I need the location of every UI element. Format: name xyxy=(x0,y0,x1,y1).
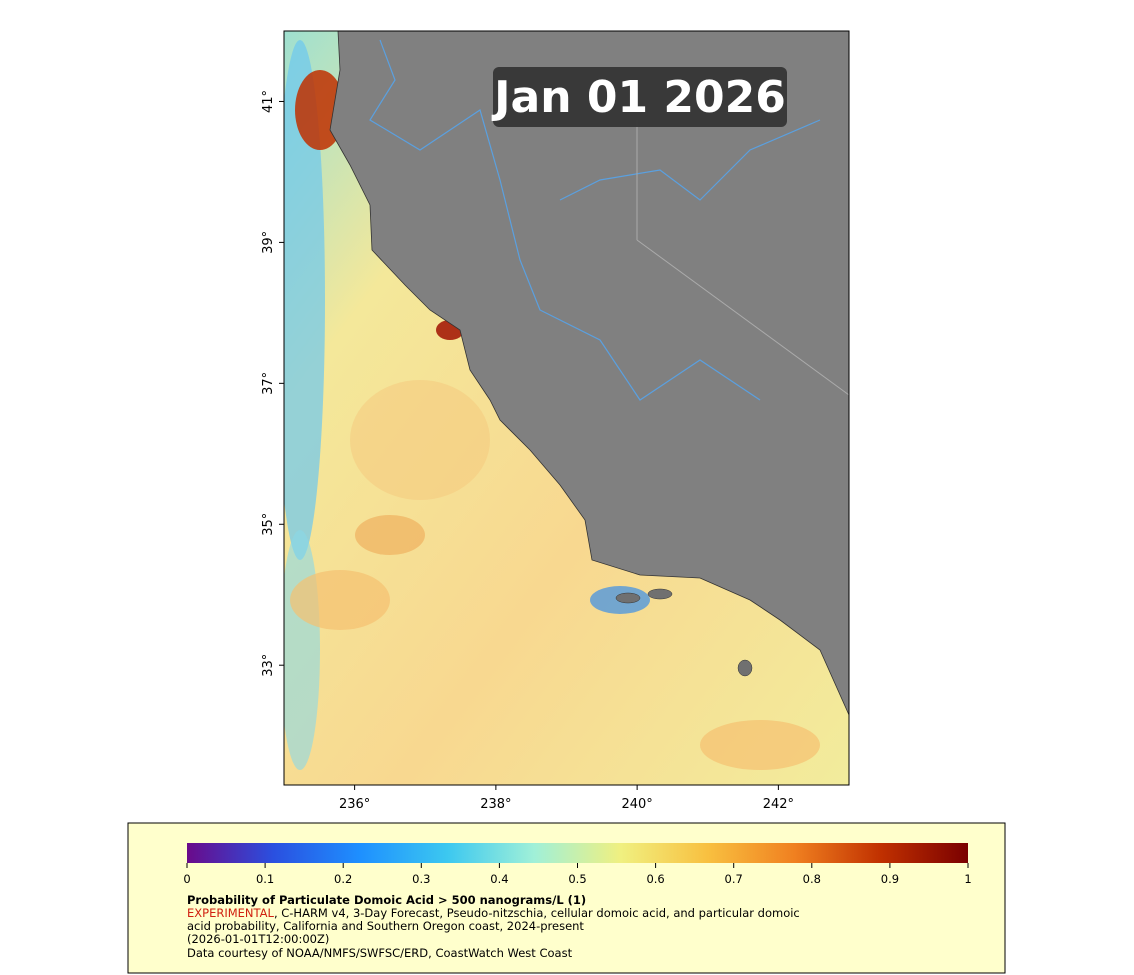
colorbar-tick-label: 0.1 xyxy=(256,872,274,886)
ocean-feature xyxy=(700,720,820,770)
colorbar-tick-label: 0.3 xyxy=(412,872,430,886)
land xyxy=(329,31,849,716)
colorbar-tick-label: 0.4 xyxy=(490,872,508,886)
island xyxy=(615,592,641,604)
river xyxy=(369,39,761,401)
lat-tick-label: 35° xyxy=(261,513,276,536)
ocean-feature xyxy=(284,530,320,770)
ocean-feature xyxy=(284,40,325,560)
map-area xyxy=(284,31,849,785)
lon-tick-label: 242° xyxy=(763,797,794,812)
date-label: Jan 01 2026 xyxy=(491,72,786,123)
state-border xyxy=(636,239,849,396)
lat-tick-label: 39° xyxy=(261,231,276,254)
river xyxy=(559,119,821,201)
legend-credit: Data courtesy of NOAA/NMFS/SWFSC/ERD, Co… xyxy=(187,946,573,960)
colorbar-tick-label: 0.6 xyxy=(646,872,664,886)
colorbar xyxy=(187,843,968,863)
ocean-feature xyxy=(355,515,425,555)
lat-tick-label: 33° xyxy=(261,654,276,677)
map-frame xyxy=(283,30,850,786)
lon-tick-label: 238° xyxy=(480,797,511,812)
lon-tick-label: 240° xyxy=(621,797,652,812)
colorbar-tick-label: 0 xyxy=(183,872,190,886)
ocean-feature xyxy=(290,570,390,630)
legend-time: (2026-01-01T12:00:00Z) xyxy=(187,932,329,946)
colorbar-tick-label: 0.7 xyxy=(725,872,743,886)
ocean-feature xyxy=(350,380,490,500)
colorbar-tick-label: 0.8 xyxy=(803,872,821,886)
experimental-label: EXPERIMENTAL xyxy=(187,906,275,920)
colorbar-tick-label: 0.5 xyxy=(568,872,586,886)
colorbar-tick-label: 1 xyxy=(964,872,971,886)
lon-tick-label: 236° xyxy=(339,797,370,812)
lat-tick-label: 41° xyxy=(261,90,276,113)
date-box xyxy=(493,67,787,127)
legend-description: EXPERIMENTAL, C-HARM v4, 3-Day Forecast,… xyxy=(187,906,800,920)
colorbar-tick-label: 0.2 xyxy=(334,872,352,886)
island xyxy=(647,588,673,600)
legend-title: Probability of Particulate Domoic Acid >… xyxy=(187,893,586,907)
colorbar-tick-label: 0.9 xyxy=(881,872,899,886)
description-line: , C-HARM v4, 3-Day Forecast, Pseudo-nitz… xyxy=(274,906,800,920)
description-line: acid probability, California and Souther… xyxy=(187,919,584,933)
lat-tick-label: 37° xyxy=(261,372,276,395)
island xyxy=(737,659,753,677)
